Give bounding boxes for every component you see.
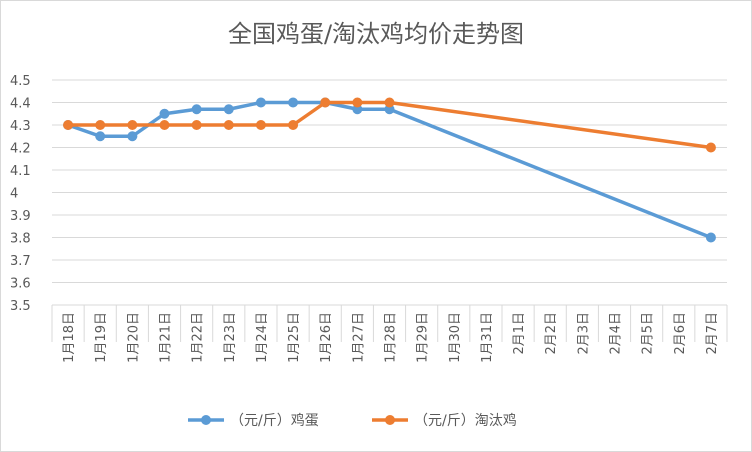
x-tick-label: 1月18日 (62, 312, 77, 363)
x-tick-label: 1月30日 (448, 312, 463, 363)
series-marker-1 (63, 120, 74, 130)
legend-label-1: （元/斤）淘汰鸡 (414, 412, 517, 429)
chart-title: 全国鸡蛋/淘汰鸡均价走势图 (227, 20, 525, 48)
y-tick-label: 3.7 (10, 254, 31, 269)
series-line-0 (67, 100, 712, 240)
series-marker-0 (159, 108, 170, 119)
x-tick-label: 2月6日 (673, 312, 688, 355)
legend-label-0: （元/斤）鸡蛋 (230, 412, 319, 429)
x-tick-label: 2月1日 (512, 312, 527, 355)
series-marker-0 (127, 131, 138, 142)
x-tick-label: 1月19日 (94, 312, 109, 363)
series-marker-0 (191, 104, 202, 115)
series-line-1 (68, 100, 712, 150)
y-tick-label: 4.2 (10, 142, 31, 157)
y-tick-label: 3.6 (10, 277, 31, 292)
x-tick-label: 1月25日 (287, 312, 302, 363)
series-marker-0 (95, 131, 106, 142)
legend-marker-1 (385, 415, 395, 425)
x-tick-label: 1月24日 (255, 312, 270, 363)
x-tick-label: 2月3日 (576, 312, 591, 355)
series-marker-1 (384, 97, 395, 108)
y-tick-label: 3.9 (10, 209, 31, 224)
series-marker-1 (191, 120, 202, 130)
x-tick-label: 2月4日 (609, 312, 624, 355)
series-marker-1 (223, 120, 234, 130)
series-marker-0 (288, 97, 299, 108)
series-marker-0 (705, 232, 716, 243)
y-tick-label: 4.4 (10, 97, 31, 112)
series-marker-1 (320, 97, 331, 108)
series-marker-0 (255, 97, 266, 108)
series-marker-1 (95, 120, 106, 130)
x-tick-label: 1月31日 (480, 312, 495, 363)
series-marker-1 (352, 97, 363, 108)
y-tick-label: 4.3 (10, 119, 31, 134)
series-marker-1 (127, 120, 138, 130)
x-tick-label: 1月21日 (159, 312, 174, 363)
series-marker-1 (288, 120, 299, 130)
x-tick-label: 2月7日 (705, 312, 720, 355)
x-tick-label: 1月29日 (416, 312, 431, 363)
x-tick-label: 1月28日 (384, 312, 399, 363)
y-tick-label: 4.1 (10, 164, 31, 179)
x-tick-label: 2月5日 (641, 312, 656, 355)
series-marker-1 (159, 120, 170, 130)
y-tick-label: 4.5 (10, 74, 31, 89)
series-marker-1 (255, 120, 266, 130)
x-tick-label: 1月23日 (223, 312, 238, 363)
x-tick-label: 1月22日 (191, 312, 206, 363)
y-tick-label: 4 (10, 187, 18, 202)
x-tick-label: 2月2日 (544, 312, 559, 355)
x-tick-label: 1月20日 (126, 312, 141, 363)
series-marker-0 (223, 104, 234, 115)
x-tick-label: 1月26日 (319, 312, 334, 363)
legend-marker-0 (201, 415, 211, 425)
series-marker-1 (705, 142, 716, 153)
y-tick-label: 3.8 (10, 232, 31, 247)
y-tick-label: 3.5 (10, 299, 31, 314)
x-tick-label: 1月27日 (351, 312, 366, 363)
